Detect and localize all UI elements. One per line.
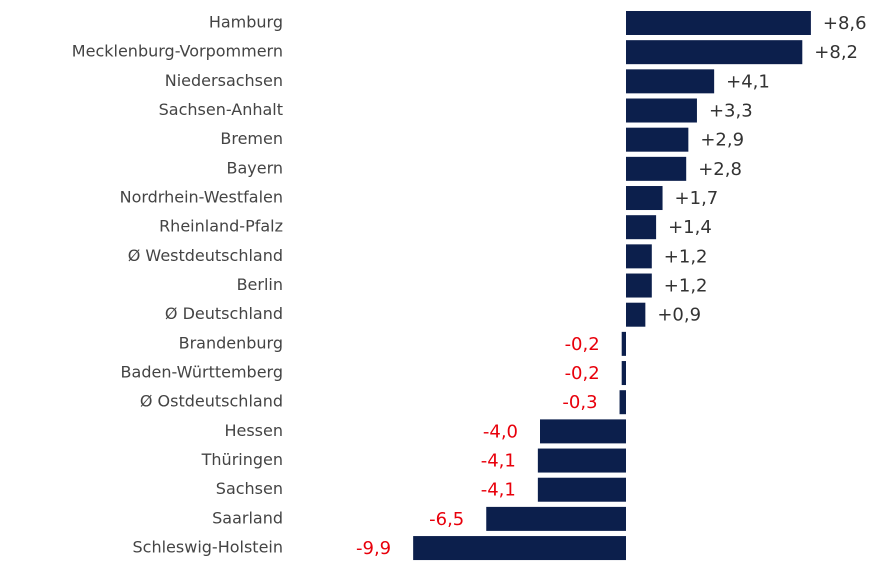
category-label: Rheinland-Pfalz xyxy=(159,217,283,236)
bar xyxy=(626,98,697,123)
category-label: Bayern xyxy=(226,158,283,177)
value-label: -0,3 xyxy=(562,392,597,413)
bar xyxy=(626,215,657,240)
bar xyxy=(621,331,626,356)
value-label: -0,2 xyxy=(565,334,600,355)
category-label: Hamburg xyxy=(209,13,283,32)
value-label: +2,8 xyxy=(698,159,742,180)
bar xyxy=(626,186,663,211)
value-label: +8,2 xyxy=(814,42,858,63)
value-label: +0,9 xyxy=(657,305,701,326)
category-label: Ø Ostdeutschland xyxy=(140,392,283,411)
value-label: -6,5 xyxy=(429,509,464,530)
bar xyxy=(626,11,811,35)
value-label: +3,3 xyxy=(709,101,753,122)
bar xyxy=(413,536,626,561)
category-label: Ø Deutschland xyxy=(165,304,283,323)
value-label: -4,1 xyxy=(481,451,516,472)
category-label: Nordrhein-Westfalen xyxy=(120,188,283,207)
bar xyxy=(626,69,715,94)
value-label: +1,7 xyxy=(675,188,719,209)
value-label: +1,2 xyxy=(664,246,708,267)
bar xyxy=(486,506,626,531)
category-label: Bremen xyxy=(220,129,283,148)
value-label: +2,9 xyxy=(700,130,744,151)
bar xyxy=(626,244,652,269)
bar xyxy=(619,390,626,415)
category-label: Hessen xyxy=(224,421,283,440)
bar xyxy=(540,419,626,444)
bar xyxy=(621,361,626,386)
category-label: Sachsen xyxy=(216,479,283,498)
value-label: +1,2 xyxy=(664,276,708,297)
value-label: -9,9 xyxy=(356,538,391,559)
value-label: -4,0 xyxy=(483,421,518,442)
category-label: Sachsen-Anhalt xyxy=(159,100,283,119)
category-label: Baden-Württemberg xyxy=(121,363,283,382)
bar xyxy=(626,302,646,327)
value-label: -4,1 xyxy=(481,480,516,501)
category-label: Niedersachsen xyxy=(165,71,283,90)
category-label: Thüringen xyxy=(201,450,283,469)
value-label: +4,1 xyxy=(726,71,770,92)
bar xyxy=(626,40,803,65)
value-label: +1,4 xyxy=(668,217,712,238)
category-label: Saarland xyxy=(212,508,283,527)
bar xyxy=(626,156,687,181)
bar xyxy=(626,127,689,152)
category-label: Schleswig-Holstein xyxy=(133,538,283,557)
bar xyxy=(626,273,652,298)
category-label: Berlin xyxy=(237,275,283,294)
bar xyxy=(537,448,626,473)
category-label: Mecklenburg-Vorpommern xyxy=(72,42,283,61)
value-label: -0,2 xyxy=(565,363,600,384)
category-label: Brandenburg xyxy=(179,333,283,352)
category-label: Ø Westdeutschland xyxy=(128,246,283,265)
bar xyxy=(537,477,626,502)
value-label: +8,6 xyxy=(823,13,867,34)
